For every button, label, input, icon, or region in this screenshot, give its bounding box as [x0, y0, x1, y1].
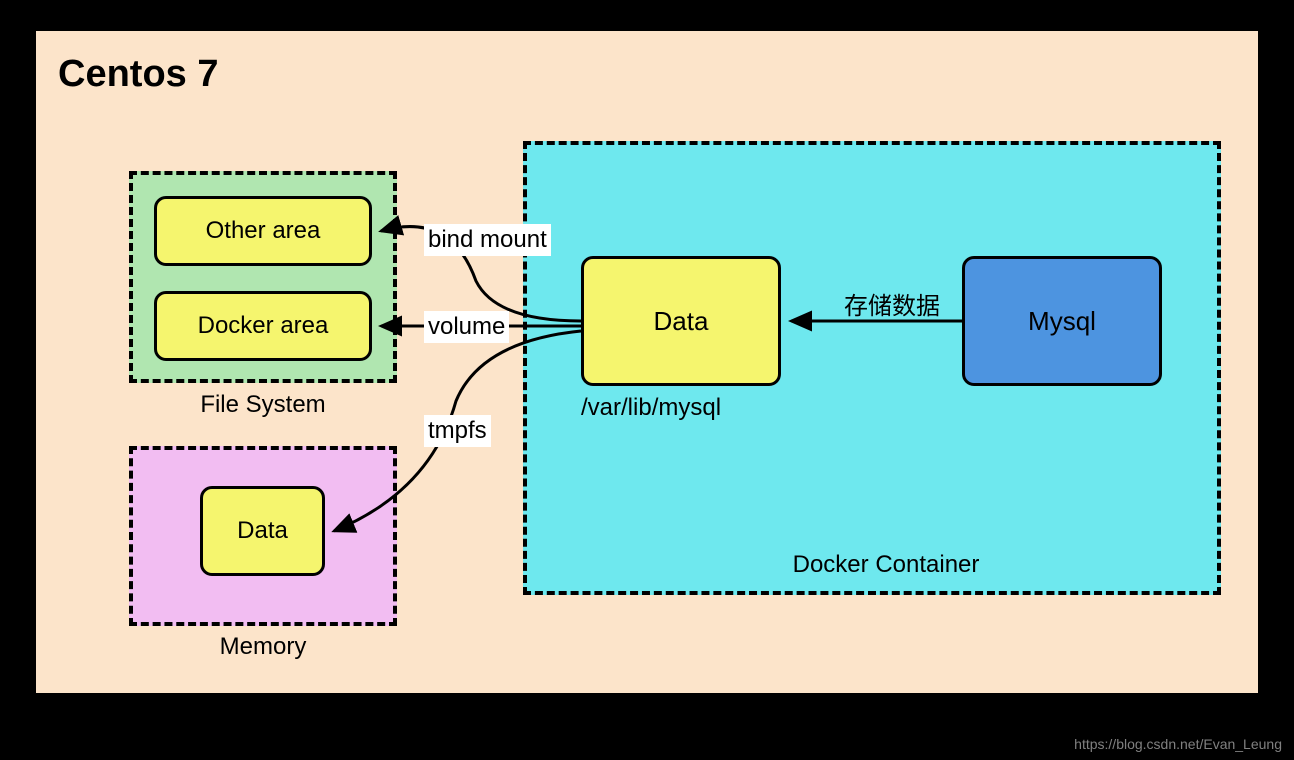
memory-data-label: Data — [237, 517, 288, 545]
mysql-label: Mysql — [1028, 306, 1096, 337]
other-area-label: Other area — [206, 217, 321, 245]
filesystem-label: File System — [129, 391, 397, 419]
memory-data-node: Data — [200, 486, 325, 576]
docker-container-label: Docker Container — [756, 551, 1016, 579]
edge-label-volume: volume — [424, 311, 509, 343]
memory-label: Memory — [129, 633, 397, 661]
docker-area-label: Docker area — [198, 312, 329, 340]
container-data-node: Data — [581, 256, 781, 386]
edge-label-store-data: 存储数据 — [840, 284, 944, 323]
diagram-title: Centos 7 — [58, 53, 218, 96]
diagram-canvas: Centos 7 File System Memory Docker Conta… — [33, 28, 1261, 696]
edge-label-tmpfs: tmpfs — [424, 415, 491, 447]
watermark: https://blog.csdn.net/Evan_Leung — [1074, 736, 1282, 752]
container-data-label: Data — [654, 306, 709, 337]
docker-area-node: Docker area — [154, 291, 372, 361]
mysql-node: Mysql — [962, 256, 1162, 386]
other-area-node: Other area — [154, 196, 372, 266]
edge-label-bind-mount: bind mount — [424, 224, 551, 256]
container-data-sublabel: /var/lib/mysql — [581, 394, 781, 422]
